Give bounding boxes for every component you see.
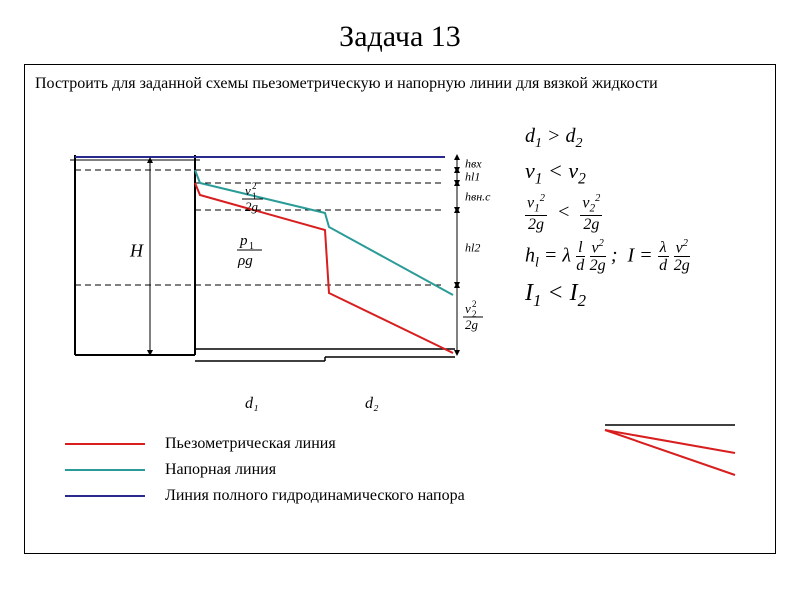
- legend-swatch: [65, 495, 145, 497]
- formula-hl-and-I: hl = λ ld v22g ; I = λd v22g: [525, 239, 765, 274]
- legend-label: Напорная линия: [165, 461, 276, 479]
- content-frame: Построить для заданной схемы пьезометрич…: [24, 64, 776, 554]
- legend-label: Пьезометрическая линия: [165, 435, 336, 453]
- svg-text:2: 2: [252, 181, 257, 191]
- hydraulics-diagram: Hhвхhl1hвн.сhl2v222gv122gp1ρg: [45, 135, 505, 395]
- svg-text:hl1: hl1: [465, 170, 480, 184]
- formula-vsq-relation: v122g < v222g: [525, 194, 765, 233]
- page-title: Задача 13: [0, 0, 800, 64]
- svg-text:H: H: [129, 241, 144, 261]
- svg-text:hвх: hвх: [465, 157, 482, 171]
- legend-swatch: [65, 443, 145, 445]
- svg-text:p: p: [239, 233, 248, 249]
- mini-slope-graphic: [595, 405, 745, 485]
- d1-label: d₁: [245, 395, 259, 413]
- formula-I-relation: I1 < I2: [525, 280, 765, 311]
- legend-row-full: Линия полного гидродинамического напора: [65, 487, 465, 505]
- formula-d-relation: d1 > d2: [525, 125, 765, 152]
- svg-text:2g: 2g: [245, 199, 259, 214]
- legend-label: Линия полного гидродинамического напора: [165, 487, 465, 505]
- svg-text:hl2: hl2: [465, 241, 480, 255]
- svg-text:ρg: ρg: [237, 253, 253, 269]
- legend: Пьезометрическая линия Напорная линия Лини…: [65, 435, 465, 513]
- legend-row-head: Напорная линия: [65, 461, 465, 479]
- svg-text:v: v: [245, 183, 251, 198]
- d2-label: d₂: [365, 395, 379, 413]
- formula-v-relation: v1 < v2: [525, 158, 765, 188]
- svg-text:2g: 2g: [465, 317, 479, 332]
- svg-text:hвн.с: hвн.с: [465, 190, 491, 204]
- svg-text:v: v: [465, 301, 471, 316]
- svg-text:2: 2: [472, 299, 477, 309]
- formulas-block: d1 > d2 v1 < v2 v122g < v222g hl = λ ld …: [525, 125, 765, 317]
- legend-swatch: [65, 469, 145, 471]
- problem-statement: Построить для заданной схемы пьезометрич…: [25, 65, 775, 95]
- legend-row-piezo: Пьезометрическая линия: [65, 435, 465, 453]
